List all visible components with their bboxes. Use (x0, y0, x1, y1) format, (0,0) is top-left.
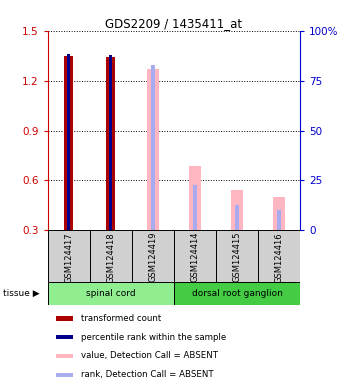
Bar (193, 185, 197, 230)
Bar (64, 56, 73, 230)
Text: GSM124419: GSM124419 (148, 232, 158, 283)
Bar (90, 230, 132, 282)
Bar (109, 55, 112, 230)
Text: GSM124415: GSM124415 (233, 232, 241, 283)
Text: spinal cord: spinal cord (86, 289, 136, 298)
Bar (48, 230, 90, 282)
Text: GSM124416: GSM124416 (275, 232, 284, 283)
Bar (56, 316, 73, 321)
Bar (132, 230, 174, 282)
Text: rank, Detection Call = ABSENT: rank, Detection Call = ABSENT (81, 370, 214, 379)
Bar (235, 205, 239, 230)
Bar (231, 190, 243, 230)
Bar (277, 210, 281, 230)
Bar (174, 230, 216, 282)
Text: tissue ▶: tissue ▶ (3, 289, 40, 298)
Bar (56, 372, 73, 377)
Bar (151, 65, 155, 230)
Bar (56, 335, 73, 339)
Bar (67, 54, 70, 230)
Text: transformed count: transformed count (81, 314, 162, 323)
Bar (106, 57, 116, 230)
Bar (216, 230, 258, 282)
Bar (273, 197, 285, 230)
Text: GSM124417: GSM124417 (64, 232, 73, 283)
Text: percentile rank within the sample: percentile rank within the sample (81, 333, 227, 342)
Bar (258, 230, 300, 282)
Bar (48, 282, 174, 305)
Text: GSM124414: GSM124414 (190, 232, 199, 283)
Text: GSM124418: GSM124418 (106, 232, 115, 283)
Bar (56, 354, 73, 358)
Bar (189, 166, 201, 230)
Bar (147, 69, 159, 230)
Title: GDS2209 / 1435411_at: GDS2209 / 1435411_at (105, 17, 242, 30)
Text: dorsal root ganglion: dorsal root ganglion (192, 289, 282, 298)
Bar (174, 282, 300, 305)
Text: value, Detection Call = ABSENT: value, Detection Call = ABSENT (81, 351, 219, 361)
